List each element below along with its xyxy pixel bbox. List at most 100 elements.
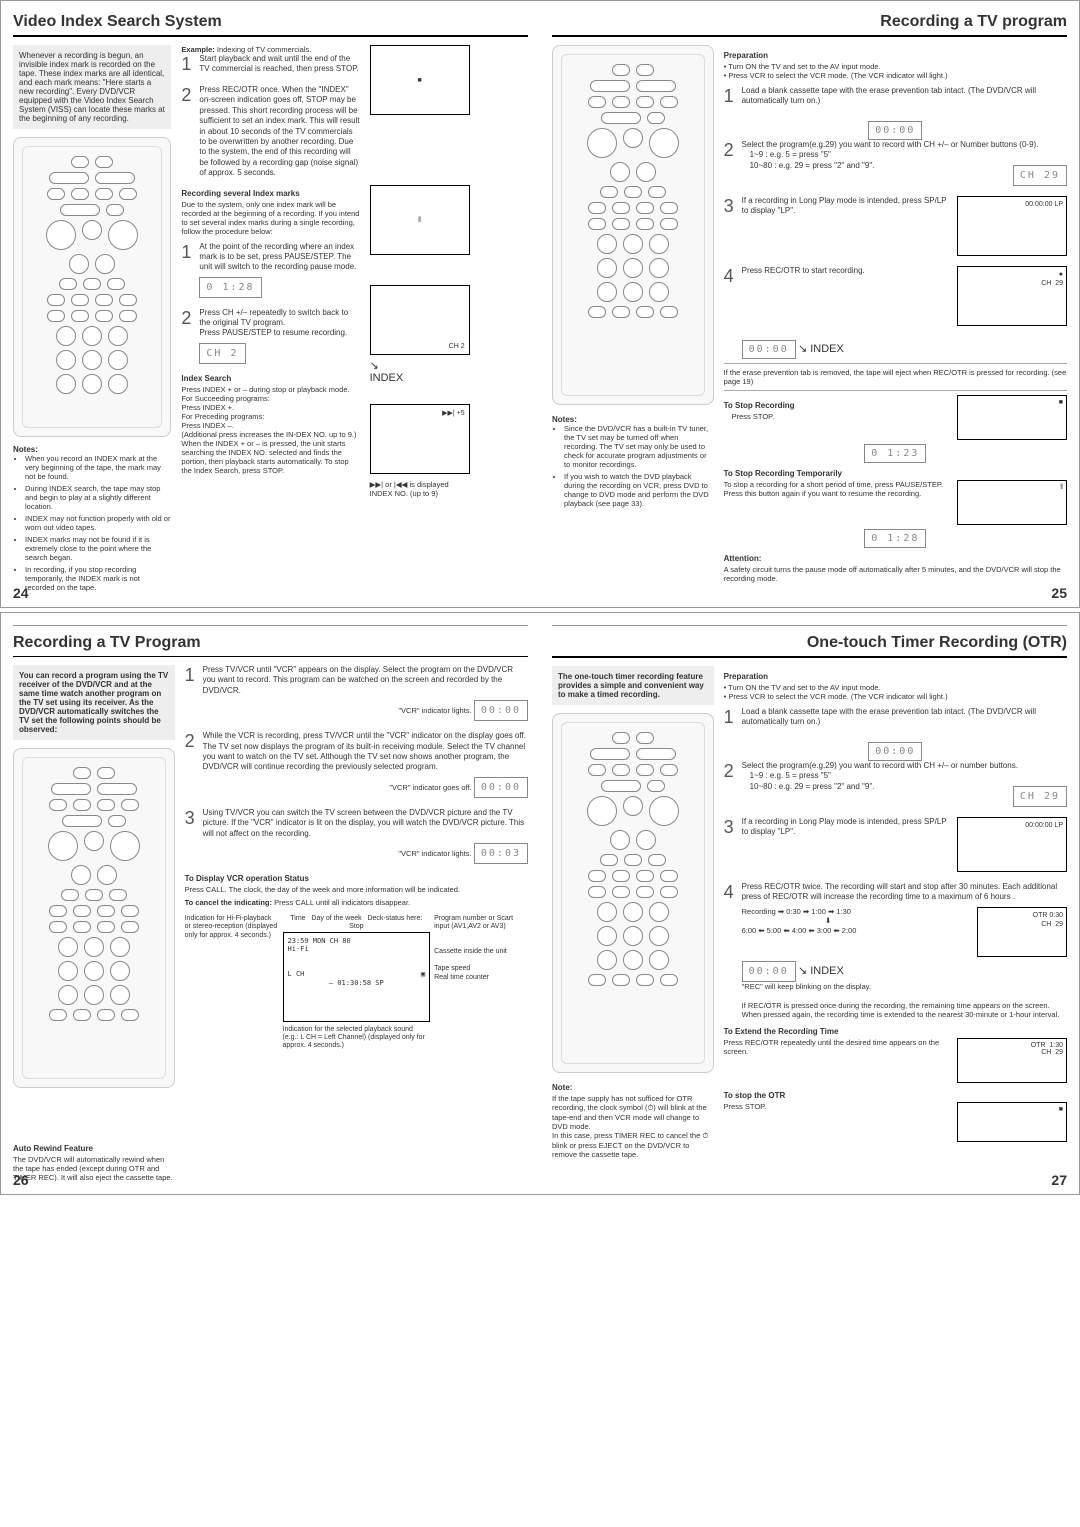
step-text: If a recording in Long Play mode is inte… <box>742 817 949 838</box>
osd-text: OTR 1:30 CH 29 <box>1031 1042 1063 1056</box>
tv-screen-stop: ■ <box>957 1102 1067 1142</box>
note-body-27: If the tape supply has not sufficed for … <box>552 1094 714 1159</box>
osd-text: 00:00:00 LP <box>1025 821 1063 830</box>
example-text: Indexing of TV commercials. <box>217 45 311 54</box>
notes-head-24: Notes: <box>13 445 171 454</box>
lcd-display: 00:00 <box>474 777 528 798</box>
notes-list-24: When you record an INDEX mark at the ver… <box>13 454 171 592</box>
auto-rewind-head: Auto Rewind Feature <box>13 1144 175 1153</box>
tv-screen-pause: ‖ <box>370 185 470 255</box>
lcd-display: 0 1:28 <box>864 529 926 548</box>
remote-illustration <box>552 45 714 405</box>
index-displayed-text: ▶▶| or |◀◀ is displayed <box>370 480 528 489</box>
step-text: Press TV/VCR until "VCR" appears on the … <box>203 665 513 695</box>
prep-item: Turn ON the TV and set to the AV input m… <box>728 62 880 71</box>
step-sub: 10~80 : e.g. 29 = press "2" and "9". <box>750 782 875 791</box>
step-body: Press CH +/– repeatedly to switch back t… <box>199 308 359 364</box>
subhead-recseveral: Recording several Index marks <box>181 189 359 198</box>
step-text: Select the program(e.g.29) you want to r… <box>742 140 1039 149</box>
stop-otr-head: To stop the OTR <box>724 1091 1067 1100</box>
extend-body: Press REC/OTR repeatedly until the desir… <box>724 1038 949 1056</box>
index-no-text: INDEX NO. (up to 9) <box>370 489 528 498</box>
example-label: Example: <box>181 45 214 54</box>
step-number: 3 <box>185 808 199 864</box>
prep-item: Press VCR to select the VCR mode. (The V… <box>728 71 947 80</box>
prep-head-27: Preparation <box>724 672 1067 681</box>
intro-26: You can record a program using the TV re… <box>13 665 175 740</box>
tv-screen-stop: ■ <box>370 45 470 115</box>
note-item: INDEX marks may not be found if it is ex… <box>25 535 171 562</box>
note-item: If you wish to watch the DVD playback du… <box>564 472 714 508</box>
step-number: 1 <box>181 54 195 75</box>
step-text: Press REC/OTR to start recording. <box>742 266 949 276</box>
stop-head: To Stop Recording <box>724 401 949 410</box>
intro-27: The one-touch timer recording feature pr… <box>552 666 714 705</box>
page-number-25: 25 <box>1051 585 1067 601</box>
tv-screen-pause: ‖ <box>957 480 1067 525</box>
notes-list-25: Since the DVD/VCR has a built-in TV tune… <box>552 424 714 508</box>
osd-line: Hi-Fi <box>288 945 426 953</box>
step-text: Select the program(e.g.29) you want to r… <box>742 761 1018 770</box>
step-body: Start playback and wait until the end of… <box>199 54 359 75</box>
erase-note: If the erase prevention tab is removed, … <box>724 368 1067 386</box>
page-number-26: 26 <box>13 1172 29 1188</box>
step-number: 2 <box>724 140 738 186</box>
step-text: Press CH +/– repeatedly to switch back t… <box>199 308 348 338</box>
diag-label: Day of the week <box>311 915 361 922</box>
step-text: At the point of the recording where an i… <box>199 242 356 272</box>
lcd-display: 00:00 <box>742 961 796 982</box>
tv-screen-rec: ● CH 29 <box>957 266 1067 326</box>
diag-label: Real time counter <box>434 974 528 982</box>
notes-head-25: Notes: <box>552 415 714 424</box>
osd-diagram: Indication for Hi-Fi-playback or stereo-… <box>185 915 528 1051</box>
note-item: In recording, if you stop recording temp… <box>25 565 171 592</box>
step-number: 2 <box>185 731 199 798</box>
osd-lch: L CH <box>288 970 305 978</box>
temp-head: To Stop Recording Temporarily <box>724 469 1067 478</box>
step-sub: 1~9 : e.g. 5 = press "5" <box>750 771 831 780</box>
step-number: 3 <box>724 817 738 872</box>
diag-label: Indication for the selected playback sou… <box>283 1026 425 1050</box>
step-body: At the point of the recording where an i… <box>199 242 359 298</box>
osd-line: 23:59 MON CH 80 <box>288 937 351 945</box>
step-number: 2 <box>181 308 195 364</box>
step-number: 2 <box>724 761 738 807</box>
note-item: During INDEX search, the tape may stop a… <box>25 484 171 511</box>
step-text: Load a blank cassette tape with the eras… <box>742 707 1067 728</box>
indexsearch-body: Press INDEX + or – during stop or playba… <box>181 385 359 475</box>
stop-body: Press STOP. <box>732 412 949 421</box>
subhead-indexsearch: Index Search <box>181 374 359 383</box>
osd-text: OTR 0:30 CH 29 <box>1033 911 1063 929</box>
disp-head: To Display VCR operation Status <box>185 874 528 883</box>
rec-blink-text: "REC" will keep blinking on the display. <box>742 982 1067 992</box>
remote-illustration <box>13 748 175 1088</box>
title-25: Recording a TV program <box>552 13 1067 37</box>
tv-screen-lp: 00:00:00 LP <box>957 817 1067 872</box>
prep-head-25: Preparation <box>724 51 1067 60</box>
press-once-text: If REC/OTR is pressed once during the re… <box>742 1001 1067 1019</box>
lcd-display: 0 1:23 <box>864 444 926 463</box>
index-label: INDEX <box>810 343 844 355</box>
osd-counter: – 01:30:58 SP <box>288 979 426 987</box>
screen-ch-text: CH 2 <box>449 343 465 350</box>
step-text: If a recording in Long Play mode is inte… <box>742 196 949 217</box>
diag-label: Program number or Scart input (AV1,AV2 o… <box>434 915 528 932</box>
remote-illustration <box>552 713 714 1073</box>
tv-screen-lp: 00:00:00 LP <box>957 196 1067 256</box>
lcd-display: 00:00 <box>742 340 796 359</box>
step-number: 4 <box>724 266 738 326</box>
indicator-text: "VCR" indicator goes off. <box>389 783 471 792</box>
page-27: One-touch Timer Recording (OTR) The one-… <box>540 613 1079 1194</box>
page-number-27: 27 <box>1051 1172 1067 1188</box>
index-label: INDEX <box>810 965 844 977</box>
note-item: INDEX may not function properly with old… <box>25 514 171 532</box>
diag-label: Tape speed <box>434 965 528 973</box>
lcd-display: CH 29 <box>1013 165 1067 186</box>
note-head-27: Note: <box>552 1083 714 1092</box>
attention-head: Attention: <box>724 554 1067 563</box>
recseveral-body: Due to the system, only one index mark w… <box>181 200 359 236</box>
cancel-body: Press CALL until all indicators disappea… <box>274 898 410 907</box>
step-number: 1 <box>181 242 195 298</box>
title-26: Recording a TV Program <box>13 634 528 657</box>
step-body: Press REC/OTR once. When the "INDEX" on-… <box>199 85 359 179</box>
